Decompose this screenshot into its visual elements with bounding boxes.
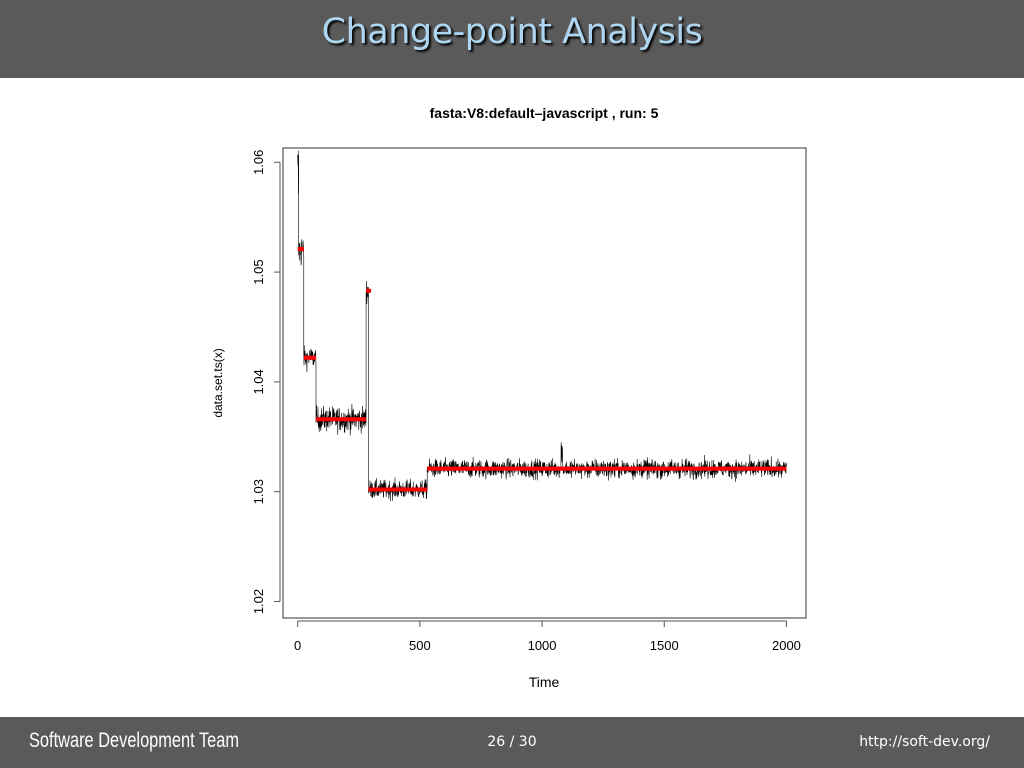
change-point-chart: fasta:V8:default–javascript , run: 5 0 50… xyxy=(211,105,807,690)
y-tick-label: 1.06 xyxy=(251,150,266,175)
footer-team-name: Software Development Team xyxy=(29,729,240,752)
series-group xyxy=(297,150,787,502)
page-number: 26 / 30 xyxy=(487,734,537,750)
x-tick-label: 2000 xyxy=(772,638,801,653)
slide-title: Change-point Analysis xyxy=(321,12,703,52)
y-axis-label: data.set.ts(x) xyxy=(211,348,225,417)
y-tick-label: 1.02 xyxy=(251,589,266,614)
y-tick-label: 1.05 xyxy=(251,259,266,284)
plot-frame xyxy=(282,147,807,619)
x-axis-label: Time xyxy=(529,674,560,690)
y-tick-label: 1.04 xyxy=(251,369,266,394)
time-series-line xyxy=(297,150,787,502)
x-tick-label: 0 xyxy=(294,638,301,653)
footer-url: http://soft-dev.org/ xyxy=(859,734,990,750)
changepoint-means xyxy=(297,247,787,492)
y-tick-label: 1.03 xyxy=(251,479,266,504)
x-tick-label: 1500 xyxy=(650,638,679,653)
x-tick-label: 500 xyxy=(409,638,431,653)
footer-bar: Software Development Team 26 / 30 http:/… xyxy=(0,717,1024,768)
x-axis: 0 500 1000 1500 2000 xyxy=(294,620,801,653)
header-bar: Change-point Analysis xyxy=(0,0,1024,78)
x-tick-label: 1000 xyxy=(528,638,557,653)
y-axis: 1.02 1.03 1.04 1.05 1.06 xyxy=(251,150,281,614)
chart-title: fasta:V8:default–javascript , run: 5 xyxy=(430,105,659,121)
